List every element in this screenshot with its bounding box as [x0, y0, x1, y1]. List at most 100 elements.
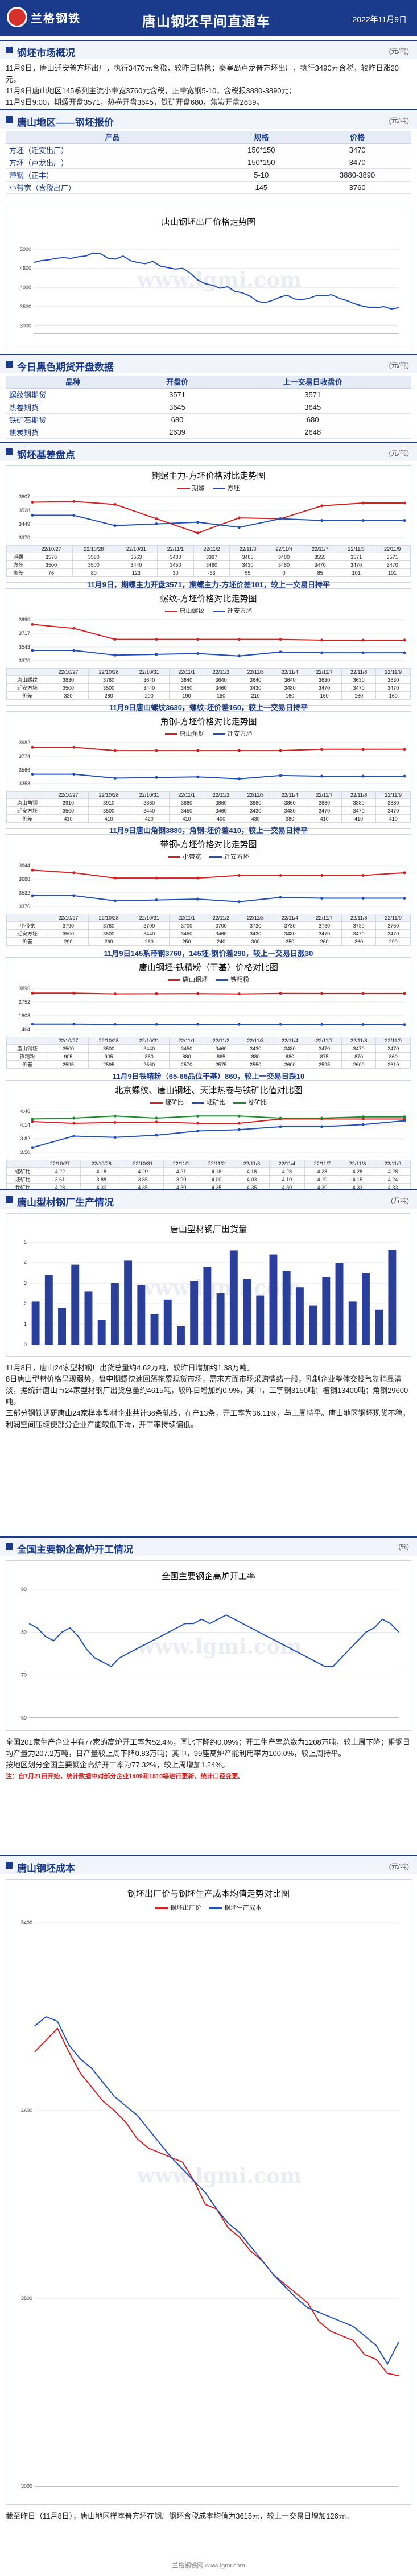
data-point: [320, 774, 324, 778]
table-cell: 300: [238, 937, 273, 946]
table-cell: 3470: [307, 683, 342, 692]
series-line: [32, 1115, 404, 1120]
page-date: 2022年11月9日: [352, 15, 407, 24]
y-tick: 3844: [19, 863, 30, 868]
table-cell: 905: [47, 1052, 89, 1061]
chart-legend: 小带宽 迁安方坯: [6, 852, 411, 861]
table-row: 铁精粉 905 905 880 880 885 880 880 875 870 860: [6, 1052, 411, 1061]
table-cell: 680: [214, 413, 411, 426]
data-point: [72, 1023, 76, 1026]
y-tick: 3000: [21, 2483, 32, 2489]
data-point: [279, 517, 282, 521]
table-cell: 410: [88, 814, 130, 823]
table-cell: 3430: [238, 806, 273, 815]
legend-item: 迁安方坯: [212, 606, 253, 615]
bar: [362, 1273, 370, 1345]
data-point: [196, 1122, 200, 1125]
legend-item: 唐山螺纹: [164, 606, 205, 615]
series-line: [32, 624, 404, 641]
data-point: [237, 654, 241, 658]
table-cell: 3480: [272, 806, 308, 815]
table-date-cell: 22/11/8: [337, 545, 375, 553]
logo: 兰格钢铁: [7, 7, 81, 27]
table-cell: 2595: [47, 1060, 89, 1069]
table-date-cell: 22/11/2: [203, 668, 239, 676]
capacity-chart-plot: 60 70 80 90: [21, 1586, 399, 1721]
table-cell: 3576: [30, 553, 73, 561]
legend-item: 迁安方坯: [212, 729, 253, 738]
table-cell: 3460: [203, 683, 239, 692]
watermark: www.lgmi.com: [137, 1635, 302, 1659]
table-cell: 3700: [203, 921, 239, 930]
table-cell: 3480: [272, 1044, 308, 1053]
data-point: [279, 774, 282, 777]
table-date-cell: 22/11/8: [341, 1037, 377, 1045]
table-row: 热卷期货 3645 3645: [6, 401, 411, 414]
table-date-cell: 22/10/31: [129, 791, 170, 799]
table-cell: 3645: [140, 401, 214, 414]
series-line: [32, 747, 404, 752]
legend-label: 唐山角钢: [179, 731, 205, 737]
data-point: [196, 749, 200, 752]
y-tick: 4: [24, 1260, 27, 1266]
data-point: [361, 651, 365, 654]
market-line: 11月9日唐山地区145系列主流小带宽3760元含税，正带宽钢5-10，含税报3…: [6, 86, 296, 95]
table-cell: 3430: [229, 560, 266, 569]
data-point: [237, 992, 241, 996]
data-point: [196, 1023, 200, 1026]
basis-chart: 角钢-方坯价格对比走势图 唐山角钢 迁安方坯 3982 3774 3566 3358 22/1…: [6, 711, 411, 835]
data-point: [403, 992, 406, 995]
basis-summary: 11月9日唐山角钢3880，角钢-坯价差410，较上一交易日持平: [109, 826, 308, 835]
table-cell: 3450: [169, 1044, 204, 1053]
table-cell: 3730: [238, 921, 273, 930]
table-cell: 3730: [307, 921, 342, 930]
table-cell: 2560: [129, 1060, 170, 1069]
table-cell: 3450: [157, 560, 194, 569]
legend-label: 唐山钢坯: [183, 976, 208, 983]
legend-swatch-icon: [209, 1907, 222, 1909]
table-cell: 3440: [129, 683, 170, 692]
table-cell: 150*150: [219, 156, 304, 169]
bar: [388, 1250, 397, 1345]
data-point: [237, 638, 241, 641]
table-cell: 123: [114, 568, 158, 577]
table-date-cell: 22/11/3: [229, 545, 266, 553]
table-cell: 4.21: [163, 1167, 199, 1176]
table-cell: 3470: [337, 560, 375, 569]
table-date-cell: 22/11/4: [272, 791, 308, 799]
table-cell: 坯矿比: [6, 1175, 40, 1184]
table-cell: 905: [88, 1052, 130, 1061]
table-cell: 3430: [238, 929, 273, 938]
table-date-cell: 22/10/27: [47, 791, 89, 799]
table-cell: 热卷期货: [6, 401, 141, 414]
data-point: [72, 773, 76, 776]
bar: [309, 1305, 317, 1345]
table-date-cell: 22/11/9: [374, 1160, 411, 1168]
legend-swatch-icon: [216, 979, 228, 981]
table-cell: 145: [219, 181, 304, 194]
table-date-cell: 22/11/8: [341, 791, 377, 799]
table-cell: 860: [375, 1052, 411, 1061]
table-row: 价差 2595 2595 2560 2570 2575 2550 2600 2595 2600 26…: [6, 1060, 411, 1069]
table-cell: 4.18: [233, 1167, 270, 1176]
table-date-cell: 22/11/7: [304, 1160, 340, 1168]
section-output: 唐山型材钢厂生产情况 (万吨): [0, 1189, 417, 1209]
table-date-cell: 22/11/1: [157, 545, 194, 553]
y-tick: 5400: [21, 1920, 32, 1926]
output-chart-plot: 0 1 2 3 4 5: [24, 1239, 399, 1347]
data-point: [237, 516, 241, 520]
legend-item: 钢坯生产成本: [209, 1903, 262, 1912]
legend-label: 小带宽: [183, 854, 201, 860]
table-date-cell: 22/10/28: [72, 545, 115, 553]
table-cell: 2570: [169, 1060, 204, 1069]
bar: [216, 1293, 225, 1345]
legend-swatch-icon: [233, 1102, 246, 1104]
table-cell: 唐山螺纹: [6, 675, 48, 684]
data-point: [31, 745, 34, 749]
table-cell: 3910: [47, 798, 89, 807]
table-date-cell: 22/11/3: [238, 1037, 273, 1045]
basis-data-table: 22/10/27 22/10/28 22/10/31 22/11/1 22/11/2 22…: [6, 668, 411, 700]
section-capacity: 全国主要钢企高炉开工情况 (%): [0, 1536, 417, 1556]
table-row: 唐山螺纹 3830 3780 3640 3640 3640 3640 3640 3630 3630…: [6, 675, 411, 684]
table-cell: 2648: [214, 426, 411, 439]
